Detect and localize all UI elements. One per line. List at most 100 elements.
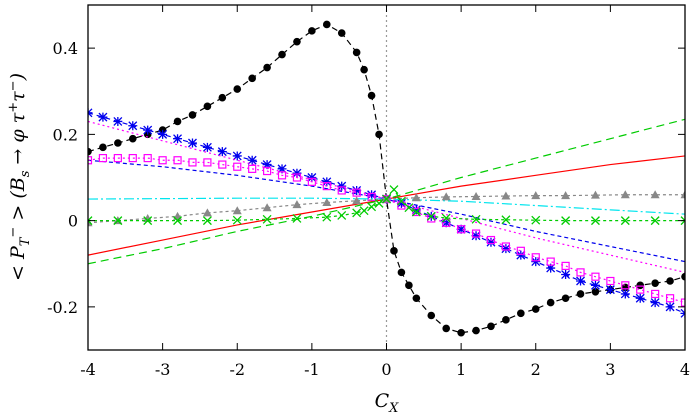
data-point — [248, 74, 256, 83]
data-point — [471, 229, 481, 238]
y-tick-label: -0.2 — [47, 298, 78, 317]
data-point — [561, 261, 570, 271]
data-point — [88, 156, 93, 165]
data-point — [188, 111, 197, 119]
data-point — [486, 237, 496, 247]
data-point — [442, 218, 451, 227]
data-point — [248, 164, 257, 173]
data-point — [128, 121, 138, 131]
data-point — [232, 215, 242, 225]
data-point — [337, 186, 346, 195]
data-point — [143, 153, 152, 163]
data-point — [680, 216, 685, 226]
data-point — [218, 93, 227, 102]
data-point — [680, 298, 685, 307]
data-point — [98, 112, 108, 122]
data-point — [359, 206, 369, 216]
data-point — [487, 322, 495, 331]
data-point — [113, 216, 123, 226]
data-point — [337, 181, 347, 191]
data-point — [576, 276, 586, 286]
data-point — [374, 198, 384, 208]
data-point — [233, 85, 242, 93]
data-point — [99, 143, 107, 152]
data-point — [531, 305, 540, 313]
data-point — [367, 190, 377, 200]
data-point — [88, 147, 92, 156]
data-point — [293, 37, 301, 46]
data-point — [427, 311, 436, 320]
data-point — [88, 216, 93, 226]
data-point — [337, 29, 346, 37]
data-point — [263, 166, 272, 176]
data-point — [292, 214, 302, 223]
data-point — [426, 211, 436, 221]
data-point — [337, 210, 347, 220]
data-point — [404, 203, 414, 213]
data-point — [531, 191, 541, 200]
data-point — [352, 196, 362, 205]
data-point — [396, 198, 406, 208]
x-tick-label: -3 — [155, 360, 171, 379]
data-point — [620, 289, 630, 299]
data-point — [262, 203, 272, 212]
data-point — [665, 302, 675, 312]
series-line — [88, 157, 685, 304]
data-point — [651, 289, 660, 299]
data-point — [218, 160, 227, 169]
data-point — [158, 129, 168, 139]
data-point — [203, 158, 212, 167]
data-point — [307, 173, 317, 182]
data-point — [427, 214, 436, 223]
data-point — [173, 117, 182, 126]
data-point — [173, 156, 182, 165]
data-point — [390, 247, 398, 255]
data-point — [680, 190, 685, 199]
series-9 — [88, 185, 685, 226]
data-point — [456, 224, 466, 234]
data-point — [441, 213, 451, 223]
data-point — [650, 298, 660, 308]
data-point — [292, 173, 302, 182]
data-point — [472, 326, 480, 335]
data-point — [606, 276, 615, 286]
data-point — [202, 208, 212, 217]
data-point — [173, 216, 183, 226]
data-point — [412, 294, 421, 303]
data-point — [128, 153, 137, 163]
data-point — [202, 216, 212, 226]
data-point — [591, 272, 600, 281]
data-point — [277, 164, 287, 174]
data-point — [411, 193, 421, 202]
data-point — [389, 185, 399, 195]
data-point — [650, 216, 660, 226]
data-point — [457, 328, 465, 337]
series-line — [88, 197, 685, 215]
data-point — [665, 294, 675, 303]
data-point — [405, 281, 413, 290]
data-point — [292, 168, 302, 178]
data-point — [232, 206, 242, 215]
data-point — [322, 198, 332, 207]
data-point — [576, 290, 585, 298]
x-tick-label: 2 — [531, 360, 541, 379]
data-point — [501, 242, 510, 251]
data-point — [292, 200, 302, 209]
data-point — [441, 218, 451, 228]
data-point — [323, 20, 331, 29]
x-tick-label: 1 — [456, 360, 466, 379]
data-point — [590, 280, 600, 290]
data-point — [531, 257, 541, 267]
data-point — [620, 190, 630, 199]
data-point — [263, 63, 271, 72]
data-point — [650, 190, 660, 199]
series-layer — [88, 20, 685, 337]
data-point — [262, 160, 272, 170]
data-point — [188, 158, 197, 167]
data-point — [561, 191, 571, 200]
data-point — [471, 214, 481, 224]
data-point — [590, 216, 600, 226]
data-point — [143, 213, 153, 222]
data-point — [233, 162, 242, 171]
